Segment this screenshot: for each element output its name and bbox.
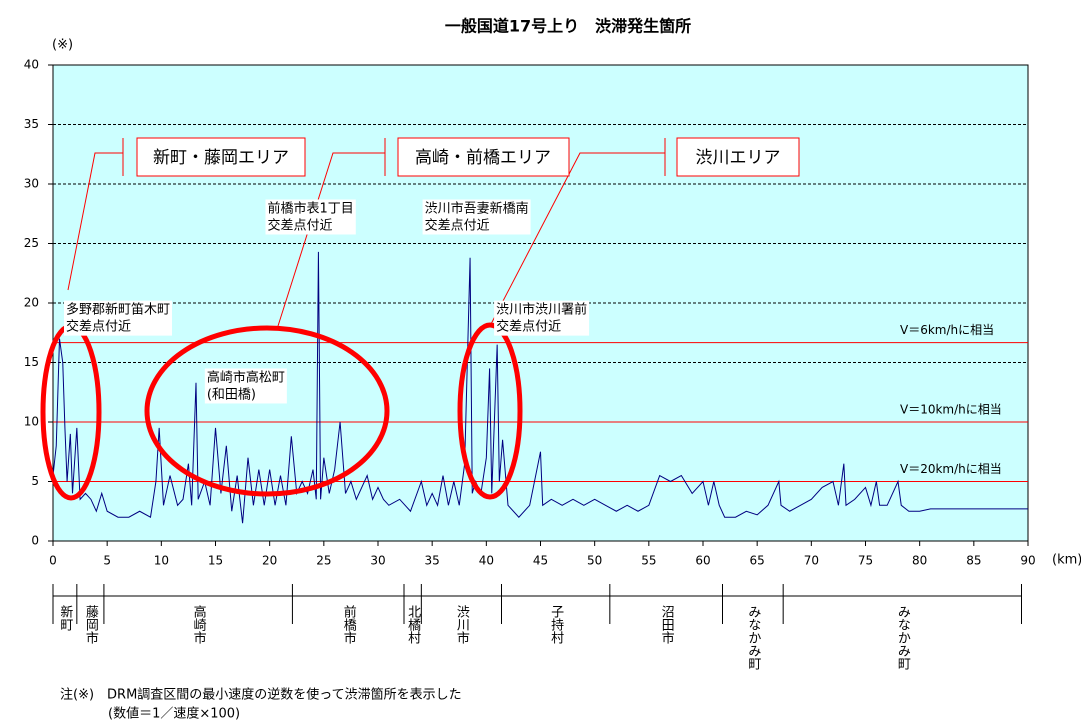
x-tick-label: 40: [479, 554, 494, 568]
annotation-text: 多野郡新町笛木町: [66, 302, 170, 318]
x-tick-label: 85: [966, 554, 981, 568]
muni-label: 子持村: [548, 605, 564, 644]
chart-title: 一般国道17号上り 渋滞発生箇所: [445, 17, 691, 36]
annotation-text: (和田橋): [207, 387, 256, 402]
leader: [277, 152, 385, 327]
area-label: 新町・藤岡エリア: [153, 148, 289, 168]
y-tick-label: 35: [24, 117, 39, 131]
annotation-text: 交差点付近: [496, 319, 561, 335]
muni-label: みなかみ町: [895, 605, 911, 670]
x-tick-label: 80: [912, 554, 927, 568]
y-unit: (※): [52, 38, 73, 53]
y-tick-label: 40: [24, 58, 39, 72]
y-tick-label: 5: [31, 474, 39, 488]
annotation-text: 渋川市渋川署前: [496, 302, 587, 318]
leader: [67, 152, 123, 291]
annotation-text: 交差点付近: [425, 217, 490, 233]
plot-border: [52, 64, 1029, 542]
annotation-bg: [265, 199, 356, 235]
x-tick-label: 0: [49, 554, 57, 568]
x-tick-label: 30: [370, 554, 385, 568]
area-box: [397, 137, 570, 177]
x-unit: (km): [1052, 553, 1081, 568]
x-tick-label: 20: [262, 554, 277, 568]
annotation-bg: [422, 199, 531, 235]
x-tick-label: 10: [154, 554, 169, 568]
x-tick-label: 5: [103, 554, 111, 568]
area-label: 高崎・前橋エリア: [415, 148, 551, 168]
x-tick-label: 60: [695, 554, 710, 568]
annotation-bg: [64, 300, 173, 336]
muni-label: 高崎市: [191, 604, 207, 644]
muni-label: 北橘村: [405, 605, 421, 644]
x-tick-label: 45: [533, 554, 548, 568]
x-tick-label: 55: [641, 554, 656, 568]
area-box: [676, 137, 800, 177]
x-tick-label: 70: [804, 554, 819, 568]
note: (数値＝1／速度×100): [108, 706, 240, 722]
muni-label: 渋川市: [454, 605, 470, 644]
muni-label: 新町: [57, 604, 73, 631]
muni-label: 沼田市: [659, 605, 675, 644]
x-tick-label: 50: [587, 554, 602, 568]
annotation-bg: [494, 300, 590, 336]
note: 注(※) DRM調査区間の最小速度の逆数を使って渋滞箇所を表示した: [60, 687, 462, 703]
x-tick-label: 25: [316, 554, 331, 568]
reference-label: V＝20km/hに相当: [900, 462, 1002, 476]
y-tick-label: 30: [24, 177, 39, 191]
annotation-text: 高崎市高松町: [207, 369, 285, 385]
annotation-text: 渋川市吾妻新橋南: [425, 200, 529, 216]
y-tick-label: 20: [24, 296, 39, 310]
annotation-bg: [204, 368, 287, 404]
y-tick-label: 25: [24, 236, 39, 250]
x-tick-label: 35: [425, 554, 440, 568]
leader: [489, 152, 665, 327]
annotation-text: 交差点付近: [66, 319, 131, 335]
x-tick-label: 90: [1020, 554, 1035, 568]
muni-label: みなかみ町: [745, 605, 761, 670]
annotation-text: 前橋市表1丁目: [268, 200, 354, 216]
annotation-text: 交差点付近: [268, 217, 333, 233]
y-tick-label: 10: [24, 415, 39, 429]
area-label: 渋川エリア: [696, 148, 781, 168]
y-tick-label: 0: [31, 534, 39, 548]
data-line: [52, 251, 1028, 524]
reference-label: V＝6km/hに相当: [900, 323, 994, 337]
reference-label: V＝10km/hに相当: [900, 403, 1002, 417]
muni-label: 藤岡市: [83, 605, 99, 644]
highlight-ellipse: [144, 325, 390, 497]
x-tick-label: 65: [750, 554, 765, 568]
area-box: [136, 137, 306, 177]
x-tick-label: 75: [858, 554, 873, 568]
x-tick-label: 15: [208, 554, 223, 568]
annotation: 高崎市高松町 (和田橋): [204, 368, 287, 404]
y-tick-label: 15: [24, 355, 39, 369]
muni-label: 前橋市: [341, 604, 357, 644]
